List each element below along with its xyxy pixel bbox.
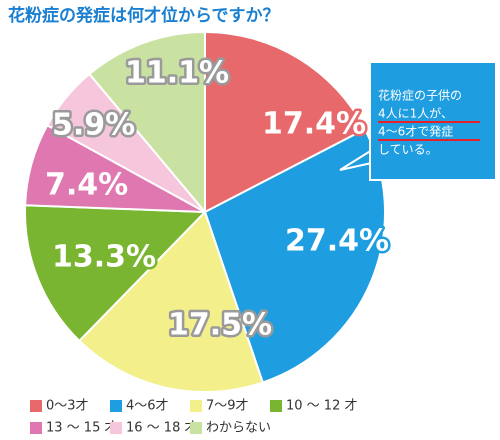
chart-title: 花粉症の発症は何才位からですか？ — [8, 5, 280, 26]
legend-label: 4〜6才 — [126, 399, 169, 414]
legend-swatch — [190, 400, 202, 412]
pie — [24, 30, 386, 393]
value-label: 7.4% — [45, 168, 128, 203]
callout-text: 4〜6才で発症 — [378, 124, 453, 139]
pie-slice — [204, 30, 367, 214]
pie-slice — [77, 210, 265, 393]
value-label: 11.1% — [125, 56, 229, 91]
callout-text: している。 — [378, 143, 438, 157]
callout-text: 4人に1人が、 — [378, 106, 453, 121]
value-label: 27.4% — [285, 224, 389, 259]
legend-label: 10 〜 12 才 — [286, 399, 357, 414]
legend-swatch — [30, 400, 42, 412]
legend-swatch — [110, 422, 122, 434]
value-label: 17.4% — [262, 107, 366, 142]
value-label: 17.5% — [168, 308, 272, 343]
value-labels: 17.4% 27.4% 17.5% 13.3% 7.4% 5.9% 11.1% — [43, 53, 392, 345]
value-label: 5.9% — [52, 108, 135, 143]
legend-label: 0〜3才 — [46, 399, 89, 414]
legend-swatch — [190, 422, 202, 434]
legend-swatch — [110, 400, 122, 412]
value-label: 13.3% — [52, 240, 156, 275]
legend-label: 7〜9才 — [206, 399, 249, 414]
legend-swatch — [30, 422, 42, 434]
legend-swatch — [270, 400, 282, 412]
pie-slice — [87, 30, 206, 215]
callout-text: 花粉症の子供の — [378, 88, 462, 103]
legend-label: わからない — [206, 421, 271, 436]
legend-label: 16 〜 18 才 — [126, 421, 197, 436]
legend-label: 13 〜 15 才 — [46, 421, 117, 436]
pie-slice — [24, 204, 208, 343]
legend: 0〜3才 4〜6才 7〜9才 10 〜 12 才 13 〜 15 才 16 〜 18 才わ… — [30, 399, 357, 436]
